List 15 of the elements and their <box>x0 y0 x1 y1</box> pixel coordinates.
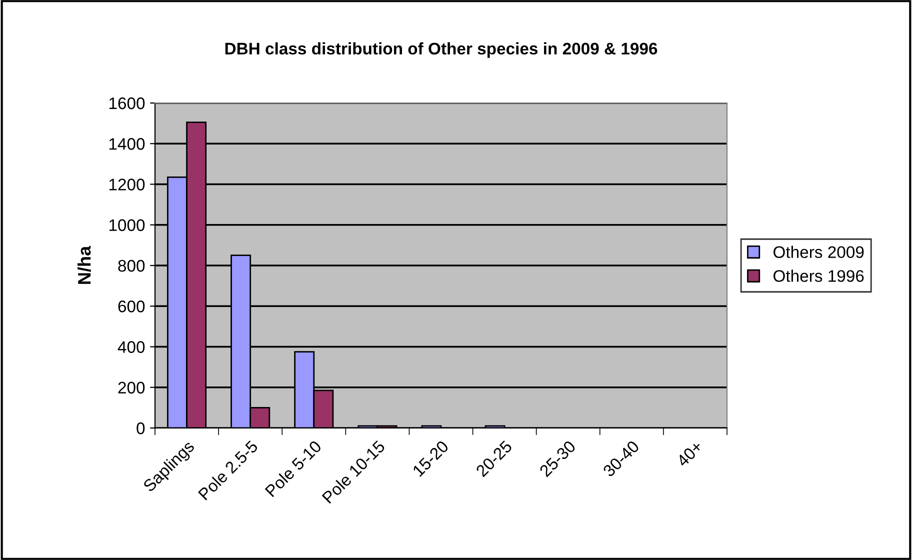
y-tick-label: 0 <box>136 422 145 434</box>
y-tick-label: 400 <box>118 341 145 353</box>
y-tick-label: 1600 <box>109 97 145 110</box>
y-tick-label: 600 <box>118 300 145 312</box>
y-tick-label: 200 <box>118 382 145 394</box>
y-tick-label: 1000 <box>109 219 145 232</box>
y-tick-label: 1200 <box>109 178 145 190</box>
y-axis-title: N/ha <box>77 246 91 284</box>
x-tick-label: 40+ <box>676 440 704 468</box>
chart-title: DBH class distribution of Other species in 2009 & 1996 <box>225 42 658 58</box>
legend-label: Others 2009 <box>774 246 864 258</box>
legend-label: Others 1996 <box>774 270 864 282</box>
y-tick-label: 1400 <box>109 138 145 150</box>
x-tick-label: Pole 5-10 <box>264 440 322 498</box>
y-tick-label: 800 <box>118 260 145 272</box>
